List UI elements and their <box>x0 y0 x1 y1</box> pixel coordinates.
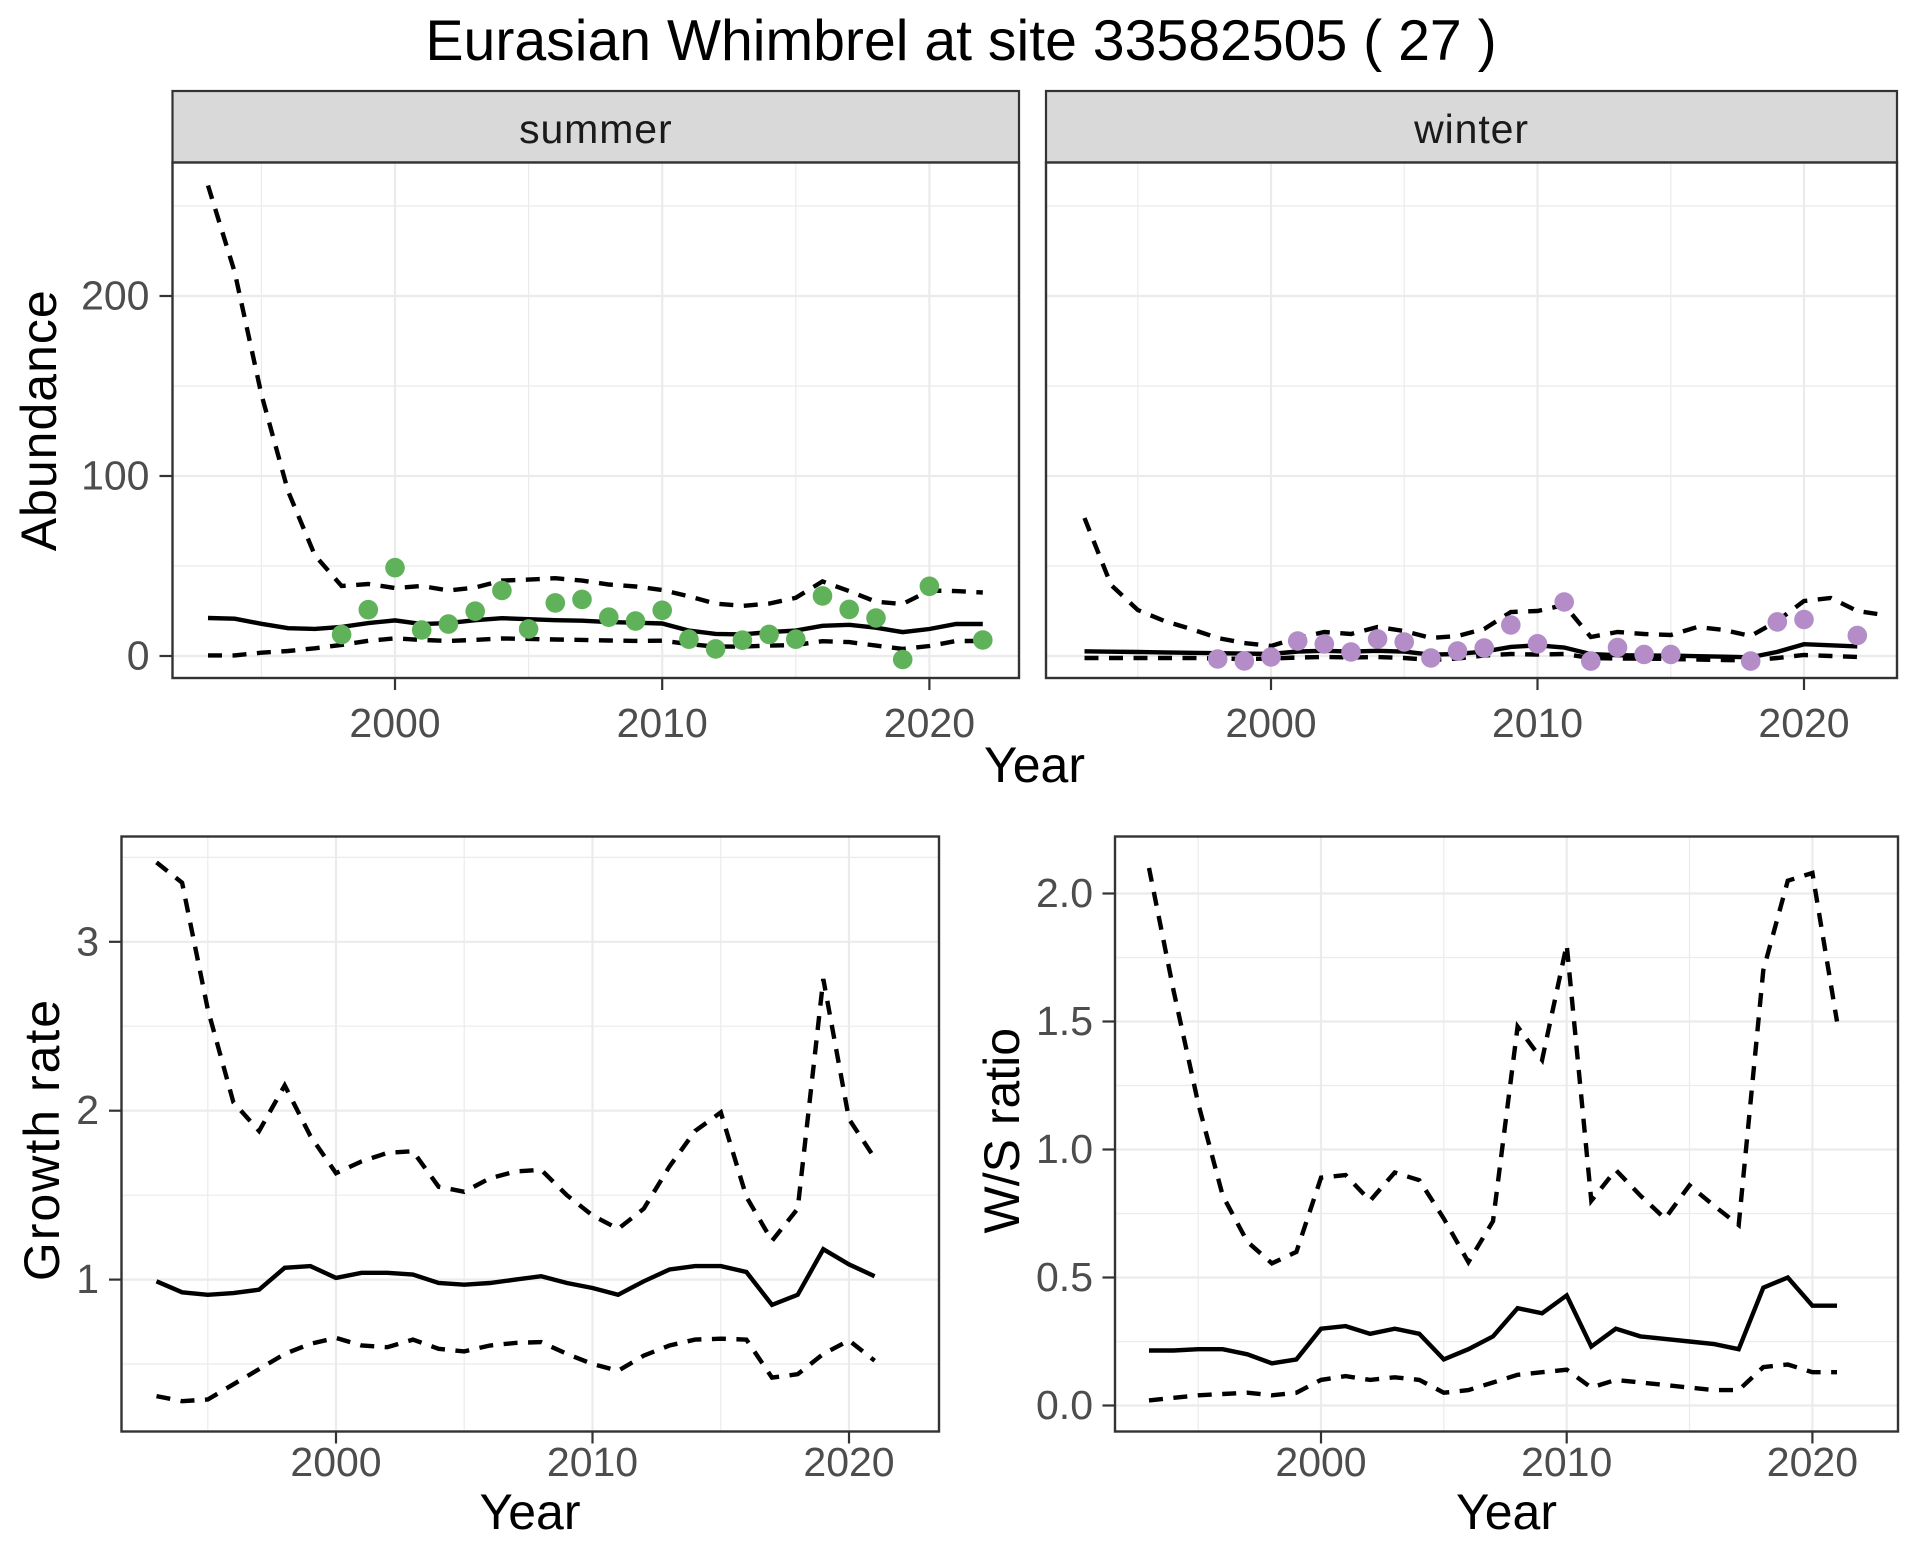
svg-text:2.0: 2.0 <box>1036 870 1093 916</box>
svg-text:2010: 2010 <box>1492 700 1583 746</box>
svg-text:1.5: 1.5 <box>1036 998 1093 1044</box>
svg-text:1.0: 1.0 <box>1036 1126 1093 1172</box>
svg-text:2010: 2010 <box>1521 1439 1612 1485</box>
svg-text:winter: winter <box>1413 106 1529 152</box>
svg-text:2020: 2020 <box>1767 1439 1858 1485</box>
svg-text:Abundance: Abundance <box>11 289 67 551</box>
svg-text:0: 0 <box>127 633 150 679</box>
svg-text:summer: summer <box>519 106 672 152</box>
svg-text:2000: 2000 <box>1275 1439 1366 1485</box>
svg-text:2000: 2000 <box>1225 700 1316 746</box>
svg-text:2010: 2010 <box>617 700 708 746</box>
svg-text:1: 1 <box>76 1256 99 1302</box>
svg-text:200: 200 <box>81 273 149 319</box>
svg-text:2: 2 <box>76 1087 99 1133</box>
svg-text:2000: 2000 <box>349 700 440 746</box>
svg-text:3: 3 <box>76 918 99 964</box>
svg-text:2020: 2020 <box>1758 700 1849 746</box>
svg-text:0.5: 0.5 <box>1036 1254 1093 1300</box>
svg-text:W/S ratio: W/S ratio <box>974 1028 1030 1234</box>
svg-text:2020: 2020 <box>803 1439 894 1485</box>
svg-text:0.0: 0.0 <box>1036 1382 1093 1428</box>
svg-text:Eurasian Whimbrel at site 3358: Eurasian Whimbrel at site 33582505 ( 27 … <box>425 9 1496 73</box>
svg-text:100: 100 <box>81 453 149 499</box>
svg-text:Year: Year <box>479 1484 580 1540</box>
svg-text:Year: Year <box>1456 1484 1557 1540</box>
svg-text:2000: 2000 <box>290 1439 381 1485</box>
svg-text:Growth rate: Growth rate <box>14 998 70 1281</box>
svg-text:2020: 2020 <box>884 700 975 746</box>
svg-text:Year: Year <box>984 737 1085 793</box>
svg-text:2010: 2010 <box>547 1439 638 1485</box>
